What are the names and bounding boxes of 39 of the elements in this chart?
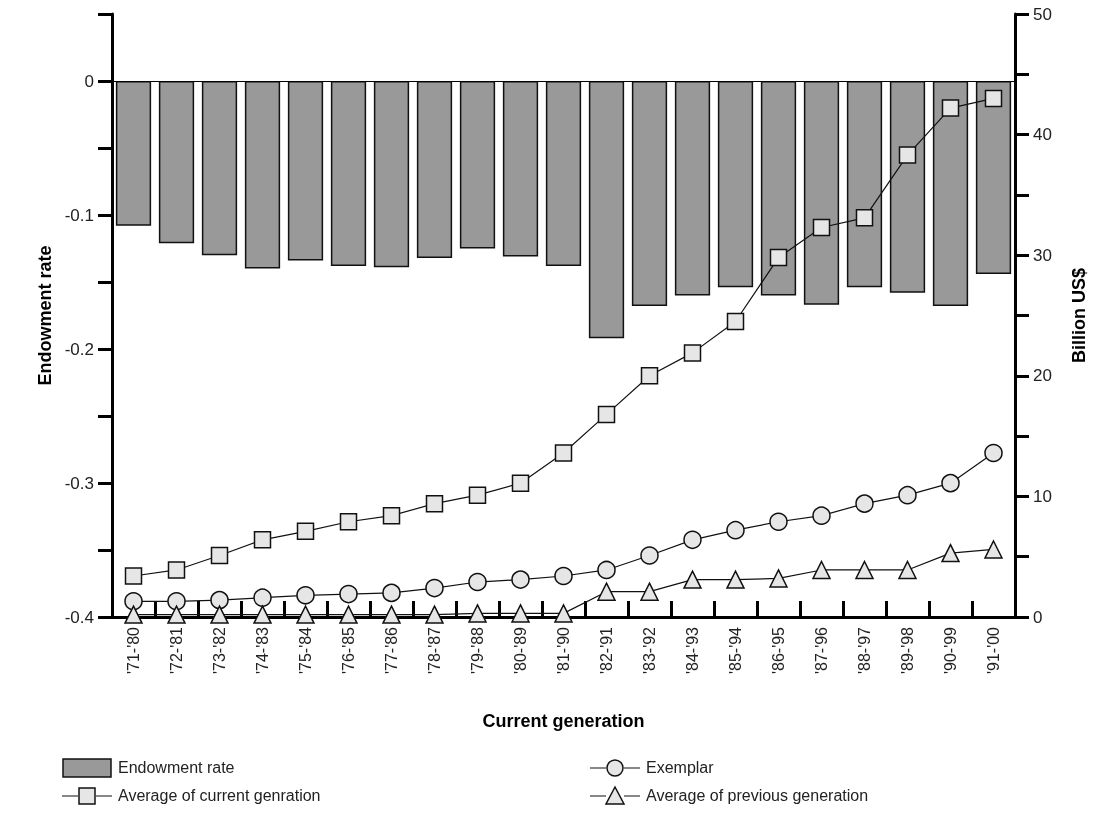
y2-tick-label: 0: [1033, 607, 1043, 627]
x-tick-label: '88-'97: [856, 626, 873, 675]
x-axis-title: Current generation: [482, 711, 645, 731]
legend-label: Endowment rate: [118, 759, 235, 777]
x-tick-label: '78-'87: [426, 626, 443, 675]
x-tick-label: '81-'90: [555, 626, 572, 675]
x-tick-label: '85-'94: [727, 626, 744, 675]
x-tick-label: '86-'95: [770, 626, 787, 675]
y-tick-label: -0.3: [64, 473, 94, 493]
y-tick-label: -0.2: [64, 339, 94, 359]
x-tick-label: '71-'80: [125, 626, 142, 675]
x-tick-label: '82-'91: [598, 626, 615, 675]
y2-tick-label: 50: [1033, 4, 1052, 24]
x-tick-label: '89-'98: [899, 626, 916, 675]
x-tick-label: '84-'93: [684, 626, 701, 675]
x-tick-label: '87-'96: [813, 626, 830, 675]
y-axis-title: Endowment rate: [34, 245, 55, 386]
legend-label: Average of previous generation: [646, 787, 869, 805]
x-tick-label: '73-'82: [211, 626, 228, 675]
y-tick-label: -0.1: [64, 205, 94, 225]
x-tick-label: '75-'84: [297, 626, 314, 675]
x-tick-label: '91-'00: [985, 626, 1002, 675]
x-tick-label: '72-'81: [168, 626, 185, 675]
x-tick-label: '80-'89: [512, 626, 529, 675]
x-tick-label: '83-'92: [641, 626, 658, 675]
x-tick-label: '74-'83: [254, 626, 271, 675]
x-tick-label: '79-'88: [469, 626, 486, 675]
y-tick-label: 0: [84, 71, 94, 91]
y2-tick-label: 40: [1033, 125, 1052, 145]
y2-tick-label: 30: [1033, 245, 1052, 265]
x-tick-label: '76-'85: [340, 626, 357, 675]
y2-tick-label: 10: [1033, 486, 1052, 506]
x-tick-label: '90-'99: [942, 626, 959, 675]
x-tick-label: '77-'86: [383, 626, 400, 675]
y-tick-label: -0.4: [64, 607, 94, 627]
legend-label: Exemplar: [646, 759, 714, 777]
y2-axis-title: Billion US$: [1069, 267, 1089, 364]
y2-tick-label: 20: [1033, 366, 1052, 386]
legend-label: Average of current genration: [118, 787, 321, 805]
